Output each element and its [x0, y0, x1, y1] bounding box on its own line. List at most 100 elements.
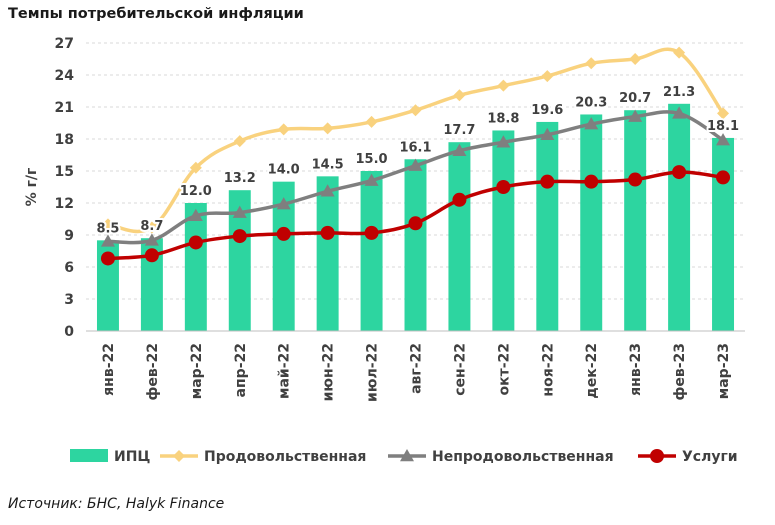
marker-Продовольственная-фев-22 — [145, 221, 158, 234]
bar-авг-22 — [404, 159, 427, 331]
bar-окт-22 — [492, 130, 515, 331]
data-label-июн-22: 14.5 — [312, 157, 344, 172]
marker-Непродовольственная-ноя-22 — [540, 127, 555, 140]
legend: ИПЦ Продовольственная Непродовольственная У… — [70, 449, 738, 465]
bar-мар-22 — [184, 203, 207, 331]
marker-Продовольственная-окт-22 — [497, 79, 510, 92]
marker-Непродовольственная-май-22 — [276, 197, 291, 210]
marker-Продовольственная-июн-22 — [321, 122, 334, 135]
y-tick-label: 21 — [55, 100, 74, 116]
marker-Продовольственная-янв-23 — [629, 53, 642, 65]
marker-Продовольственная-сен-22 — [453, 89, 466, 102]
data-label-мар-22: 12.0 — [180, 184, 212, 199]
marker-Продовольственная-авг-22 — [409, 104, 422, 117]
y-tick-label: 9 — [64, 228, 74, 244]
x-tick-label: мар-23 — [716, 343, 732, 399]
legend-label-Непродовольственная: Непродовольственная — [432, 449, 614, 465]
marker-Услуги-фев-23 — [672, 165, 687, 180]
x-tick-label: мар-22 — [189, 343, 205, 399]
data-label-фев-23: 21.3 — [663, 85, 695, 100]
marker-Непродовольственная-фев-22 — [144, 233, 159, 246]
data-label-сен-22: 17.7 — [443, 123, 475, 138]
data-label-дек-22: 20.3 — [575, 95, 607, 110]
marker-Услуги-апр-22 — [232, 229, 247, 244]
y-tick-label: 12 — [55, 196, 74, 212]
x-tick-label: апр-22 — [233, 343, 249, 397]
y-tick-label: 18 — [55, 132, 74, 148]
marker-Продовольственная-июл-22 — [365, 115, 378, 128]
x-tick-label: окт-22 — [496, 343, 512, 396]
marker-Услуги-сен-22 — [452, 192, 467, 207]
line-series — [100, 46, 731, 266]
legend-marker-Услуги — [650, 449, 664, 463]
bar-апр-22 — [228, 190, 251, 331]
y-tick-label: 3 — [64, 292, 74, 308]
data-label-ноя-22: 19.6 — [531, 103, 563, 118]
data-label-май-22: 14.0 — [268, 163, 300, 178]
marker-Непродовольственная-авг-22 — [408, 158, 423, 171]
data-label-окт-22: 18.8 — [487, 111, 519, 126]
bar-сен-22 — [448, 142, 471, 331]
marker-Услуги-авг-22 — [408, 216, 423, 231]
y-tick-label: 0 — [64, 324, 74, 340]
y-tick-label: 27 — [55, 36, 74, 52]
bar-мар-23 — [712, 137, 735, 331]
marker-Непродовольственная-июл-22 — [364, 173, 379, 186]
data-label-мар-23: 18.1 — [707, 119, 739, 134]
data-label-авг-22: 16.1 — [399, 140, 431, 155]
x-tick-label: июл-22 — [365, 343, 381, 402]
marker-Услуги-мар-22 — [188, 235, 203, 250]
marker-Услуги-мар-23 — [716, 170, 731, 185]
marker-Непродовольственная-окт-22 — [496, 135, 511, 148]
x-tick-label: сен-22 — [452, 343, 468, 396]
source-note: Источник: БНС, Halyk Finance — [8, 496, 225, 512]
bar-июл-22 — [360, 171, 383, 331]
data-label-янв-23: 20.7 — [619, 91, 651, 106]
y-tick-label: 6 — [64, 260, 74, 276]
bar-май-22 — [272, 181, 295, 331]
x-tick-label: авг-22 — [409, 343, 425, 394]
marker-Продовольственная-апр-22 — [233, 135, 246, 148]
legend-swatch-ИПЦ — [70, 449, 108, 462]
chart-title: Темпы потребительской инфляции — [8, 6, 304, 22]
marker-Услуги-фев-22 — [144, 248, 159, 263]
data-labels: 8.5 8.7 12.0 13.2 14.0 14.5 15.0 16.1 17.7 18.8 19… — [94, 83, 741, 239]
legend-label-Услуги: Услуги — [682, 449, 738, 465]
x-tick-label: дек-22 — [584, 343, 600, 399]
marker-Непродовольственная-янв-23 — [628, 109, 643, 122]
marker-Продовольственная-фев-23 — [673, 46, 686, 59]
marker-Непродовольственная-июн-22 — [320, 184, 335, 197]
y-axis: 0 3 6 9 12 15 18 21 24 27 % г/г — [24, 36, 74, 340]
y-axis-label: % г/г — [24, 168, 40, 207]
legend-marker-Продовольственная — [173, 450, 185, 462]
x-tick-label: май-22 — [277, 343, 293, 399]
marker-Услуги-янв-22 — [100, 251, 115, 266]
marker-Непродовольственная-апр-22 — [232, 205, 247, 218]
data-label-апр-22: 13.2 — [224, 171, 256, 186]
x-tick-label: ноя-22 — [540, 343, 556, 397]
x-tick-label: июн-22 — [321, 343, 337, 401]
marker-Продовольственная-ноя-22 — [541, 70, 554, 83]
marker-Услуги-июл-22 — [364, 225, 379, 240]
x-tick-label: янв-23 — [628, 343, 644, 396]
legend-marker-Непродовольственная — [400, 449, 414, 462]
marker-Непродовольственная-янв-22 — [100, 234, 115, 247]
data-label-фев-22: 8.7 — [140, 219, 163, 234]
bar-фев-22 — [140, 238, 163, 331]
marker-Непродовольственная-сен-22 — [452, 143, 467, 156]
bar-июн-22 — [316, 176, 339, 331]
bar-янв-22 — [96, 240, 119, 331]
marker-Продовольственная-янв-22 — [101, 218, 114, 231]
x-tick-label: фев-22 — [145, 343, 161, 401]
marker-Продовольственная-май-22 — [277, 123, 290, 136]
marker-Продовольственная-мар-23 — [717, 107, 730, 120]
marker-Услуги-ноя-22 — [540, 174, 555, 189]
x-tick-label: янв-22 — [101, 343, 117, 396]
bar-фев-23 — [668, 103, 691, 331]
legend-label-ИПЦ: ИПЦ — [114, 449, 150, 465]
marker-Услуги-окт-22 — [496, 180, 511, 194]
marker-Продовольственная-дек-22 — [585, 57, 598, 70]
bar-series-cpi — [96, 103, 735, 331]
marker-Непродовольственная-дек-22 — [584, 117, 599, 130]
